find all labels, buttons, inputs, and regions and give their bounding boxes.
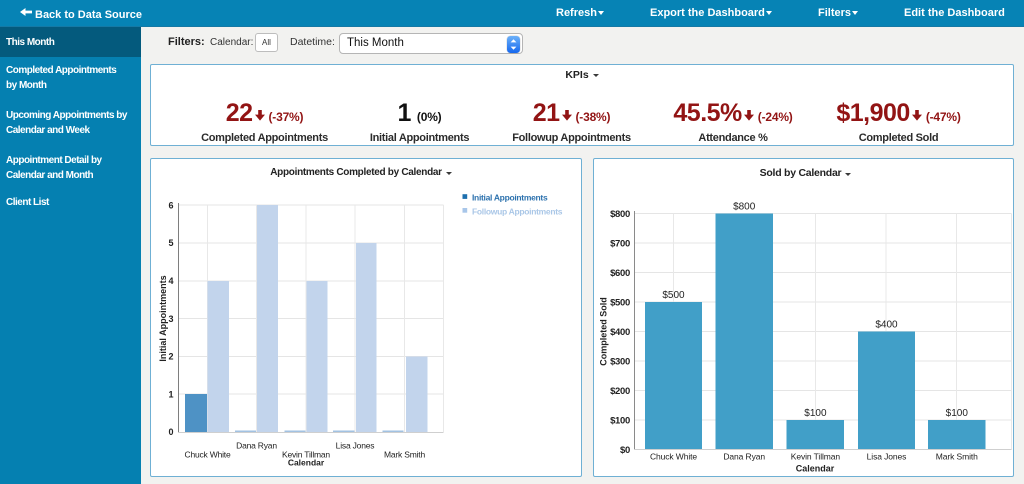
svg-text:$500: $500 bbox=[662, 290, 685, 301]
svg-text:$500: $500 bbox=[610, 298, 630, 309]
svg-text:$400: $400 bbox=[610, 327, 630, 338]
svg-text:$600: $600 bbox=[610, 268, 630, 279]
svg-text:Completed Sold: Completed Sold bbox=[599, 297, 609, 366]
svg-text:Mark Smith: Mark Smith bbox=[936, 452, 978, 462]
svg-text:Chuck White: Chuck White bbox=[650, 452, 697, 462]
svg-text:4: 4 bbox=[168, 276, 173, 286]
svg-text:Kevin Tillman: Kevin Tillman bbox=[282, 450, 330, 460]
svg-text:$800: $800 bbox=[610, 209, 630, 220]
svg-text:$0: $0 bbox=[620, 445, 630, 456]
svg-text:$100: $100 bbox=[804, 408, 827, 419]
svg-text:Lisa Jones: Lisa Jones bbox=[336, 441, 375, 451]
svg-text:0: 0 bbox=[168, 427, 173, 437]
svg-text:Initial Appointments: Initial Appointments bbox=[472, 193, 548, 203]
svg-text:Dana Ryan: Dana Ryan bbox=[236, 441, 277, 451]
svg-text:Calendar: Calendar bbox=[796, 464, 835, 474]
svg-text:Dana Ryan: Dana Ryan bbox=[723, 452, 765, 462]
svg-text:Calendar: Calendar bbox=[288, 458, 325, 468]
svg-text:$800: $800 bbox=[733, 202, 756, 213]
svg-text:1: 1 bbox=[168, 389, 173, 399]
svg-text:2: 2 bbox=[168, 352, 173, 362]
svg-text:Mark Smith: Mark Smith bbox=[384, 450, 425, 460]
svg-text:3: 3 bbox=[168, 314, 173, 324]
svg-text:Followup Appointments: Followup Appointments bbox=[472, 207, 563, 217]
svg-text:Kevin Tillman: Kevin Tillman bbox=[791, 452, 841, 462]
svg-text:$400: $400 bbox=[875, 320, 898, 331]
svg-text:Initial Appointments: Initial Appointments bbox=[158, 275, 168, 361]
svg-text:5: 5 bbox=[168, 238, 173, 248]
svg-text:$300: $300 bbox=[610, 357, 630, 368]
svg-text:$100: $100 bbox=[946, 408, 969, 419]
svg-text:6: 6 bbox=[168, 200, 173, 210]
svg-text:$200: $200 bbox=[610, 386, 630, 397]
svg-text:$100: $100 bbox=[610, 416, 630, 427]
svg-text:Chuck White: Chuck White bbox=[185, 450, 231, 460]
svg-text:Lisa Jones: Lisa Jones bbox=[867, 452, 907, 462]
svg-text:$700: $700 bbox=[610, 239, 630, 250]
